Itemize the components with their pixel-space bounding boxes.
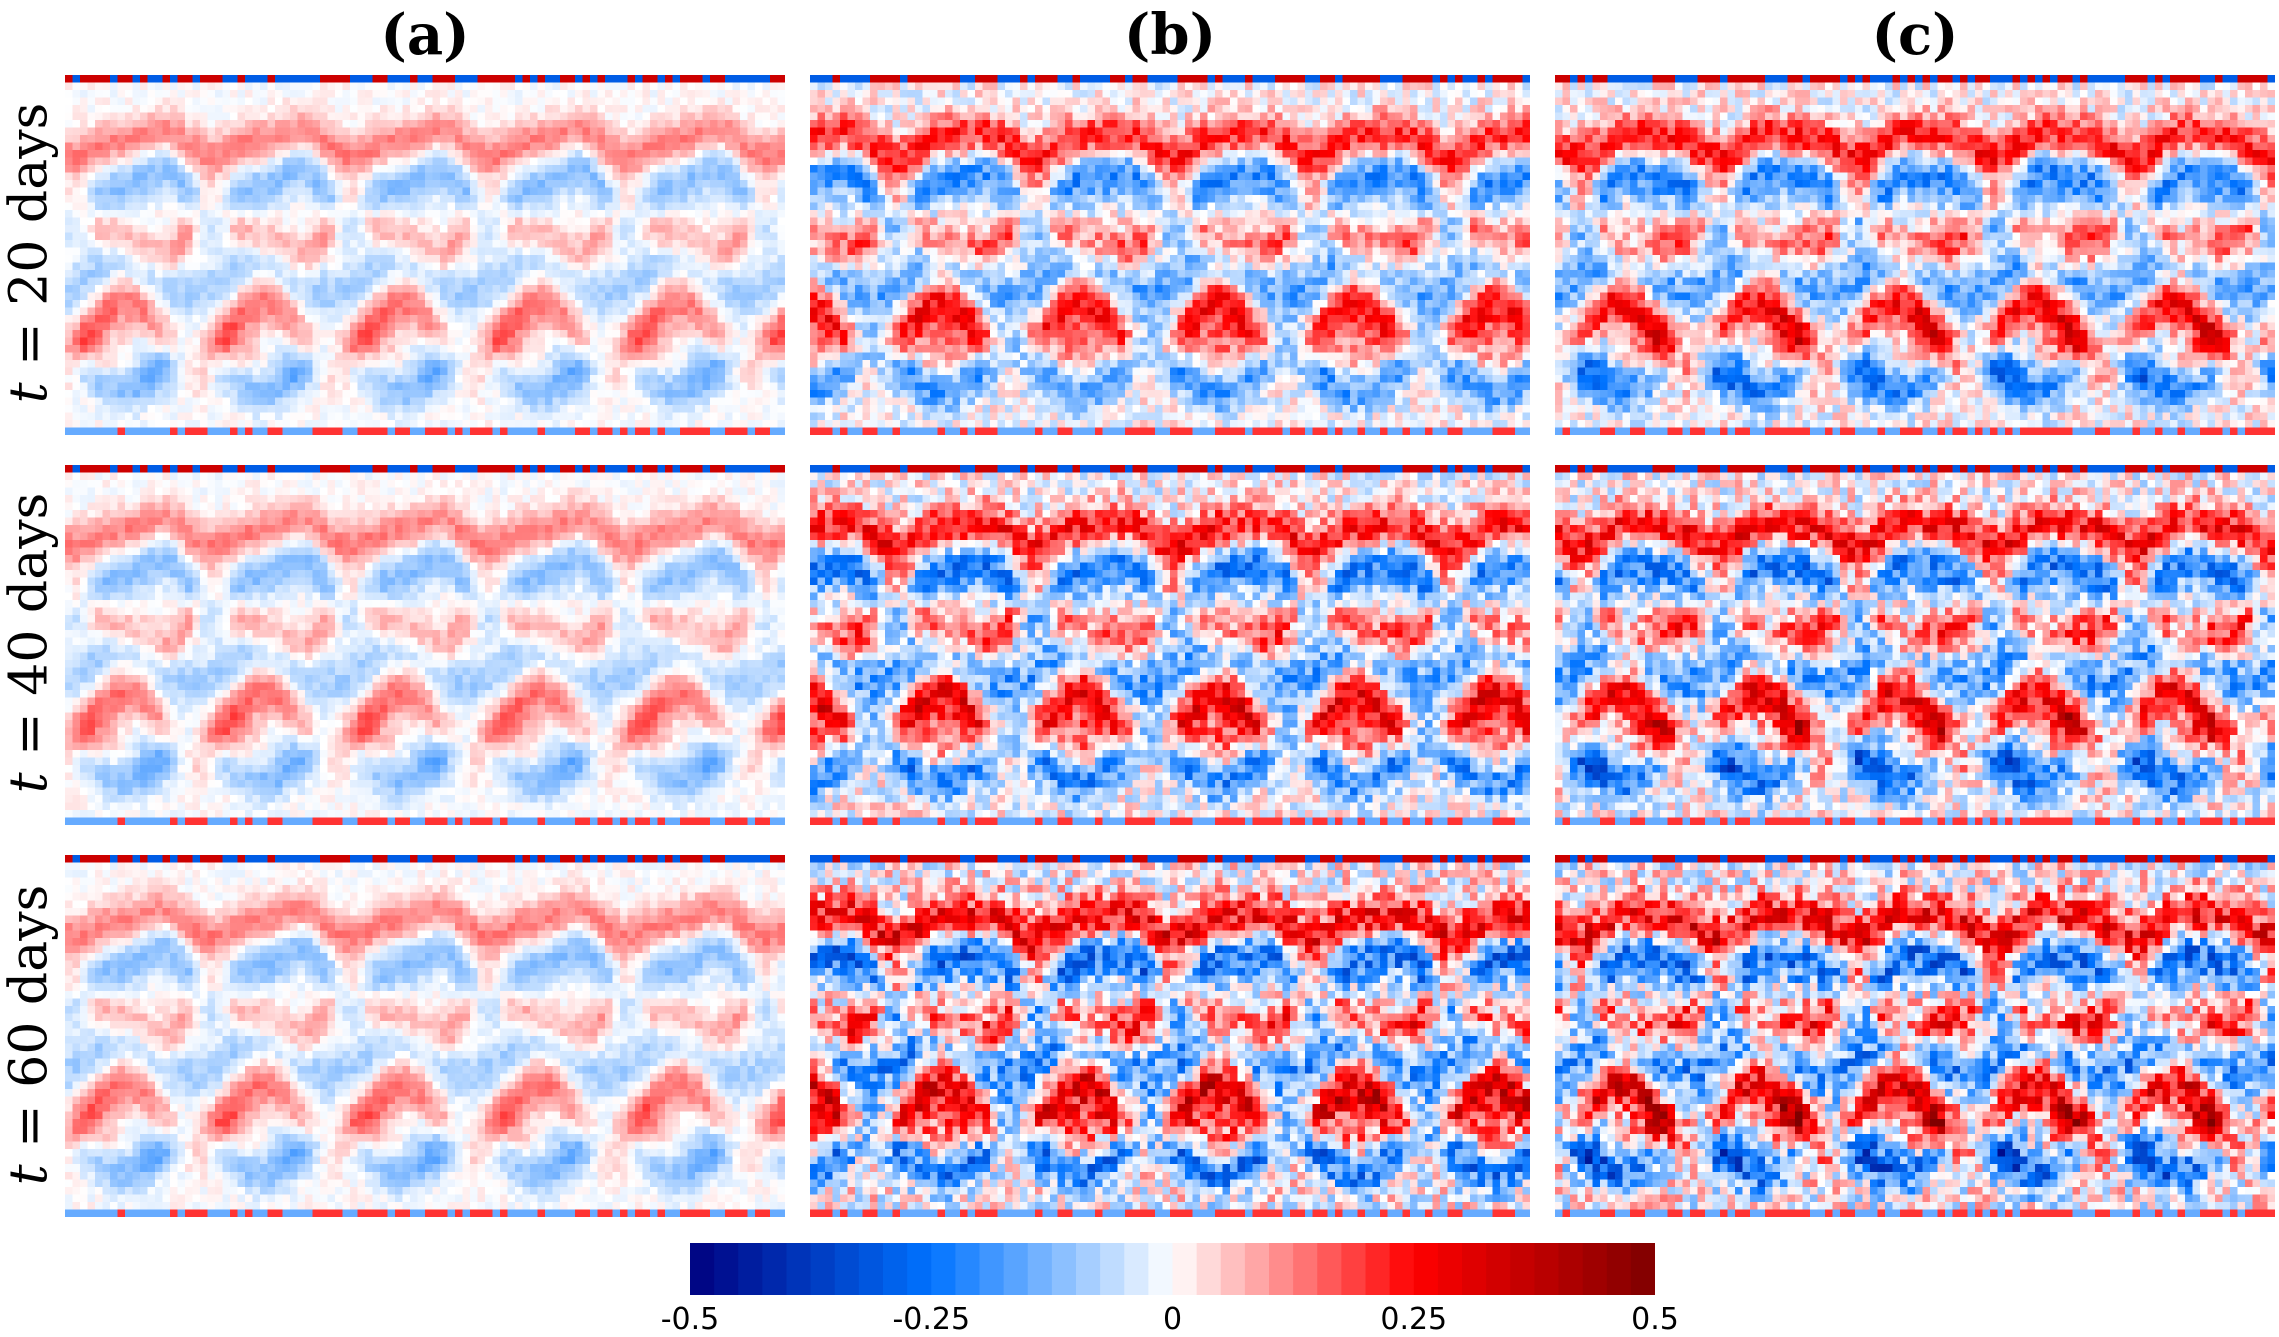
heatmap-panel: [65, 855, 785, 1217]
colorbar-cell: [1486, 1243, 1511, 1295]
colorbar-cell: [811, 1243, 836, 1295]
colorbar-cell: [980, 1243, 1005, 1295]
colorbar-cell: [1148, 1243, 1173, 1295]
row-label-var: t: [0, 772, 59, 793]
colorbar-cell: [1631, 1243, 1655, 1295]
colorbar-cell: [1583, 1243, 1608, 1295]
row-label-var: t: [0, 382, 59, 403]
colorbar-cell: [762, 1243, 787, 1295]
colorbar-cell: [787, 1243, 812, 1295]
colorbar-cell: [883, 1243, 908, 1295]
colorbar-cell: [1076, 1243, 1101, 1295]
colorbar-tick-label: -0.25: [892, 1302, 970, 1337]
colorbar-cell: [1607, 1243, 1632, 1295]
colorbar-tick-label: -0.5: [661, 1302, 720, 1337]
column-header-a: (a): [65, 0, 785, 70]
heatmap-field: [1555, 465, 2275, 825]
row-label-var: t: [0, 1164, 59, 1185]
colorbar-cell: [1245, 1243, 1270, 1295]
colorbar-cell: [1197, 1243, 1222, 1295]
colorbar-cell: [1462, 1243, 1487, 1295]
colorbar-cell: [714, 1243, 739, 1295]
colorbar-tick-label: 0: [1163, 1302, 1182, 1337]
heatmap-panel: [810, 855, 1530, 1217]
colorbar-cell: [1390, 1243, 1415, 1295]
row-label-t60: t = 60 days: [0, 850, 58, 1220]
colorbar-cell: [1221, 1243, 1246, 1295]
colorbar-cell: [907, 1243, 932, 1295]
heatmap-panel: [65, 465, 785, 825]
heatmap-field: [65, 855, 785, 1217]
colorbar-cell: [1100, 1243, 1125, 1295]
heatmap-field: [1555, 75, 2275, 435]
heatmap-panel: [1555, 465, 2275, 825]
colorbar-cell: [1004, 1243, 1029, 1295]
colorbar-cell: [835, 1243, 860, 1295]
row-label-t40: t = 40 days: [0, 460, 58, 825]
colorbar-tick-label: 0.5: [1631, 1302, 1679, 1337]
heatmap-panel: [1555, 855, 2275, 1217]
colorbar-cell: [1534, 1243, 1559, 1295]
colorbar: [690, 1243, 1655, 1295]
colorbar-cell: [1341, 1243, 1366, 1295]
colorbar-cell: [931, 1243, 956, 1295]
heatmap-field: [810, 855, 1530, 1217]
colorbar-cell: [1438, 1243, 1463, 1295]
colorbar-cell: [1028, 1243, 1053, 1295]
colorbar-tick-label: 0.25: [1380, 1302, 1447, 1337]
colorbar-cell: [955, 1243, 980, 1295]
heatmap-panel: [1555, 75, 2275, 435]
heatmap-field: [810, 75, 1530, 435]
colorbar-cell: [690, 1243, 715, 1295]
colorbar-cell: [1366, 1243, 1391, 1295]
row-label-text: = 20 days: [0, 102, 59, 365]
colorbar-cell: [1269, 1243, 1294, 1295]
row-label-t20: t = 20 days: [0, 70, 58, 435]
row-label-text: = 40 days: [0, 492, 59, 755]
colorbar-cell: [1124, 1243, 1149, 1295]
colorbar-gradient: [690, 1243, 1655, 1295]
heatmap-panel: [810, 75, 1530, 435]
heatmap-panel: [810, 465, 1530, 825]
colorbar-cell: [1414, 1243, 1439, 1295]
colorbar-cell: [1173, 1243, 1198, 1295]
heatmap-field: [810, 465, 1530, 825]
heatmap-field: [65, 75, 785, 435]
heatmap-field: [1555, 855, 2275, 1217]
colorbar-cell: [1559, 1243, 1584, 1295]
heatmap-field: [65, 465, 785, 825]
column-header-c: (c): [1555, 0, 2275, 70]
colorbar-cell: [738, 1243, 763, 1295]
colorbar-cell: [1293, 1243, 1318, 1295]
heatmap-panel: [65, 75, 785, 435]
colorbar-cell: [859, 1243, 884, 1295]
row-label-text: = 60 days: [0, 885, 59, 1148]
colorbar-cell: [1317, 1243, 1342, 1295]
colorbar-cell: [1052, 1243, 1077, 1295]
colorbar-cell: [1510, 1243, 1535, 1295]
column-header-b: (b): [810, 0, 1530, 70]
